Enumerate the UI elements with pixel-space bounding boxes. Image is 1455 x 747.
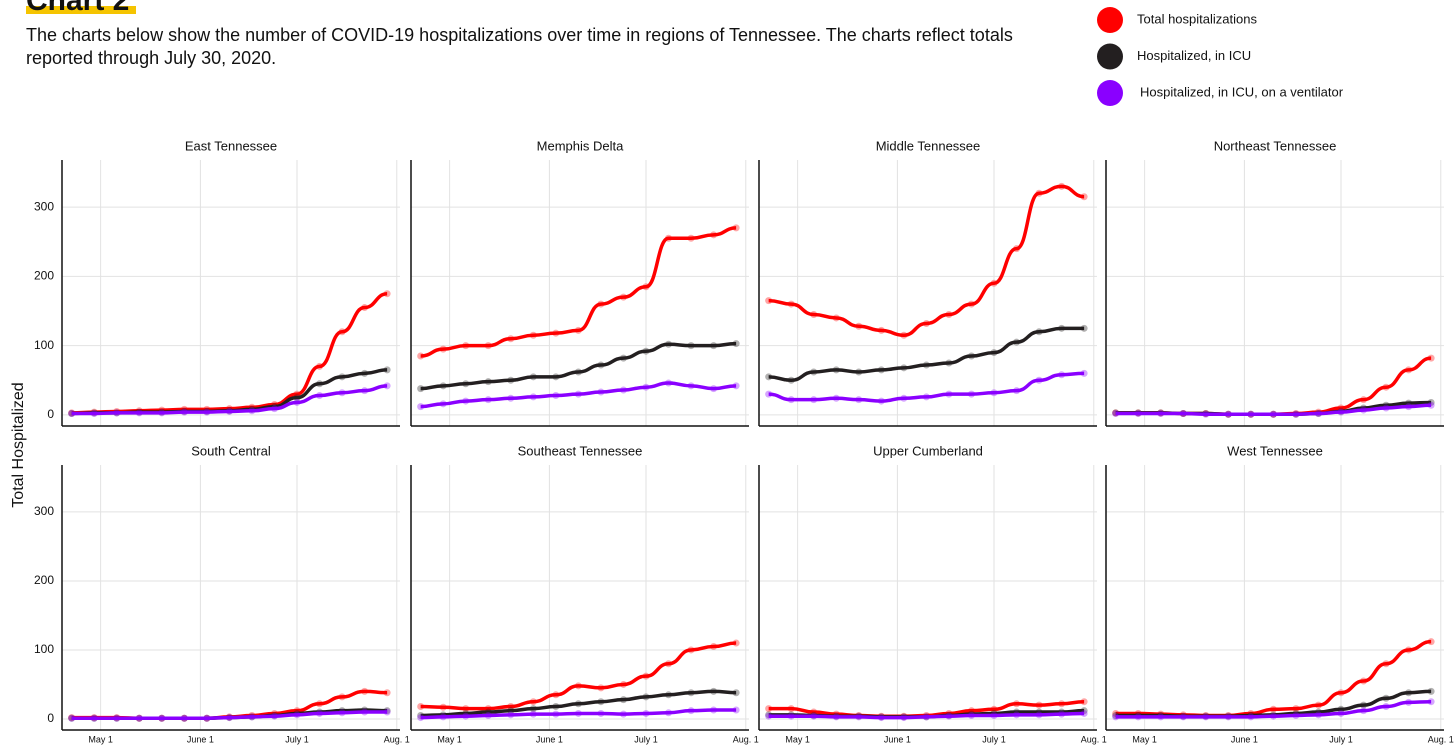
legend-label: Hospitalized, in ICU, on a ventilator (1140, 84, 1344, 99)
panel-title: Upper Cumberland (873, 443, 983, 458)
panel-title: Middle Tennessee (876, 138, 981, 153)
x-tick-label: Aug. 1 (733, 734, 759, 744)
series-line (768, 184, 1085, 338)
series-line (71, 710, 388, 721)
y-tick-label: 100 (34, 338, 54, 352)
x-tick-label: May 1 (88, 734, 113, 744)
page-title: Chart 2 (26, 0, 129, 17)
legend-label: Hospitalized, in ICU (1137, 48, 1251, 63)
y-tick-label: 100 (34, 642, 54, 656)
panel-title: Northeast Tennessee (1214, 138, 1337, 153)
series-line (71, 384, 388, 416)
x-tick-label: Aug. 1 (384, 734, 410, 744)
x-tick-label: June 1 (884, 734, 911, 744)
y-tick-label: 200 (34, 573, 54, 587)
series-line (1115, 699, 1432, 719)
x-tick-label: May 1 (785, 734, 810, 744)
x-tick-label: July 1 (285, 734, 309, 744)
subtitle: The charts below show the number of COVI… (26, 25, 1013, 68)
y-tick-label: 200 (34, 269, 54, 283)
x-tick-label: July 1 (982, 734, 1006, 744)
series-line (768, 711, 1085, 720)
title-underline (26, 6, 136, 14)
series-line (768, 371, 1085, 403)
x-tick-label: May 1 (1132, 734, 1157, 744)
legend-label: Total hospitalizations (1137, 11, 1257, 26)
x-tick-label: Aug. 1 (1428, 734, 1454, 744)
y-axis-label: Total Hospitalized (10, 382, 27, 507)
panel-title: West Tennessee (1227, 443, 1323, 458)
legend-swatch (1097, 80, 1123, 106)
x-tick-label: July 1 (634, 734, 658, 744)
y-tick-label: 300 (34, 199, 54, 213)
x-tick-label: Aug. 1 (1081, 734, 1107, 744)
series-line (768, 326, 1085, 383)
series-line (1115, 403, 1432, 416)
x-tick-label: May 1 (437, 734, 462, 744)
panel-title: Memphis Delta (537, 138, 624, 153)
series-line (420, 341, 737, 391)
panel-title: Southeast Tennessee (518, 443, 643, 458)
legend-swatch (1097, 7, 1123, 33)
series-line (420, 689, 737, 718)
series-line (420, 226, 737, 358)
x-tick-label: June 1 (536, 734, 563, 744)
y-tick-label: 300 (34, 504, 54, 518)
x-tick-label: June 1 (1231, 734, 1258, 744)
panel-title: East Tennessee (185, 138, 277, 153)
y-tick-label: 0 (47, 407, 54, 421)
x-tick-label: July 1 (1329, 734, 1353, 744)
series-line (420, 641, 737, 711)
x-tick-label: June 1 (187, 734, 214, 744)
series-line (420, 381, 737, 409)
series-line (420, 708, 737, 720)
panel-title: South Central (191, 443, 271, 458)
y-tick-label: 0 (47, 711, 54, 725)
legend-swatch (1097, 43, 1123, 70)
